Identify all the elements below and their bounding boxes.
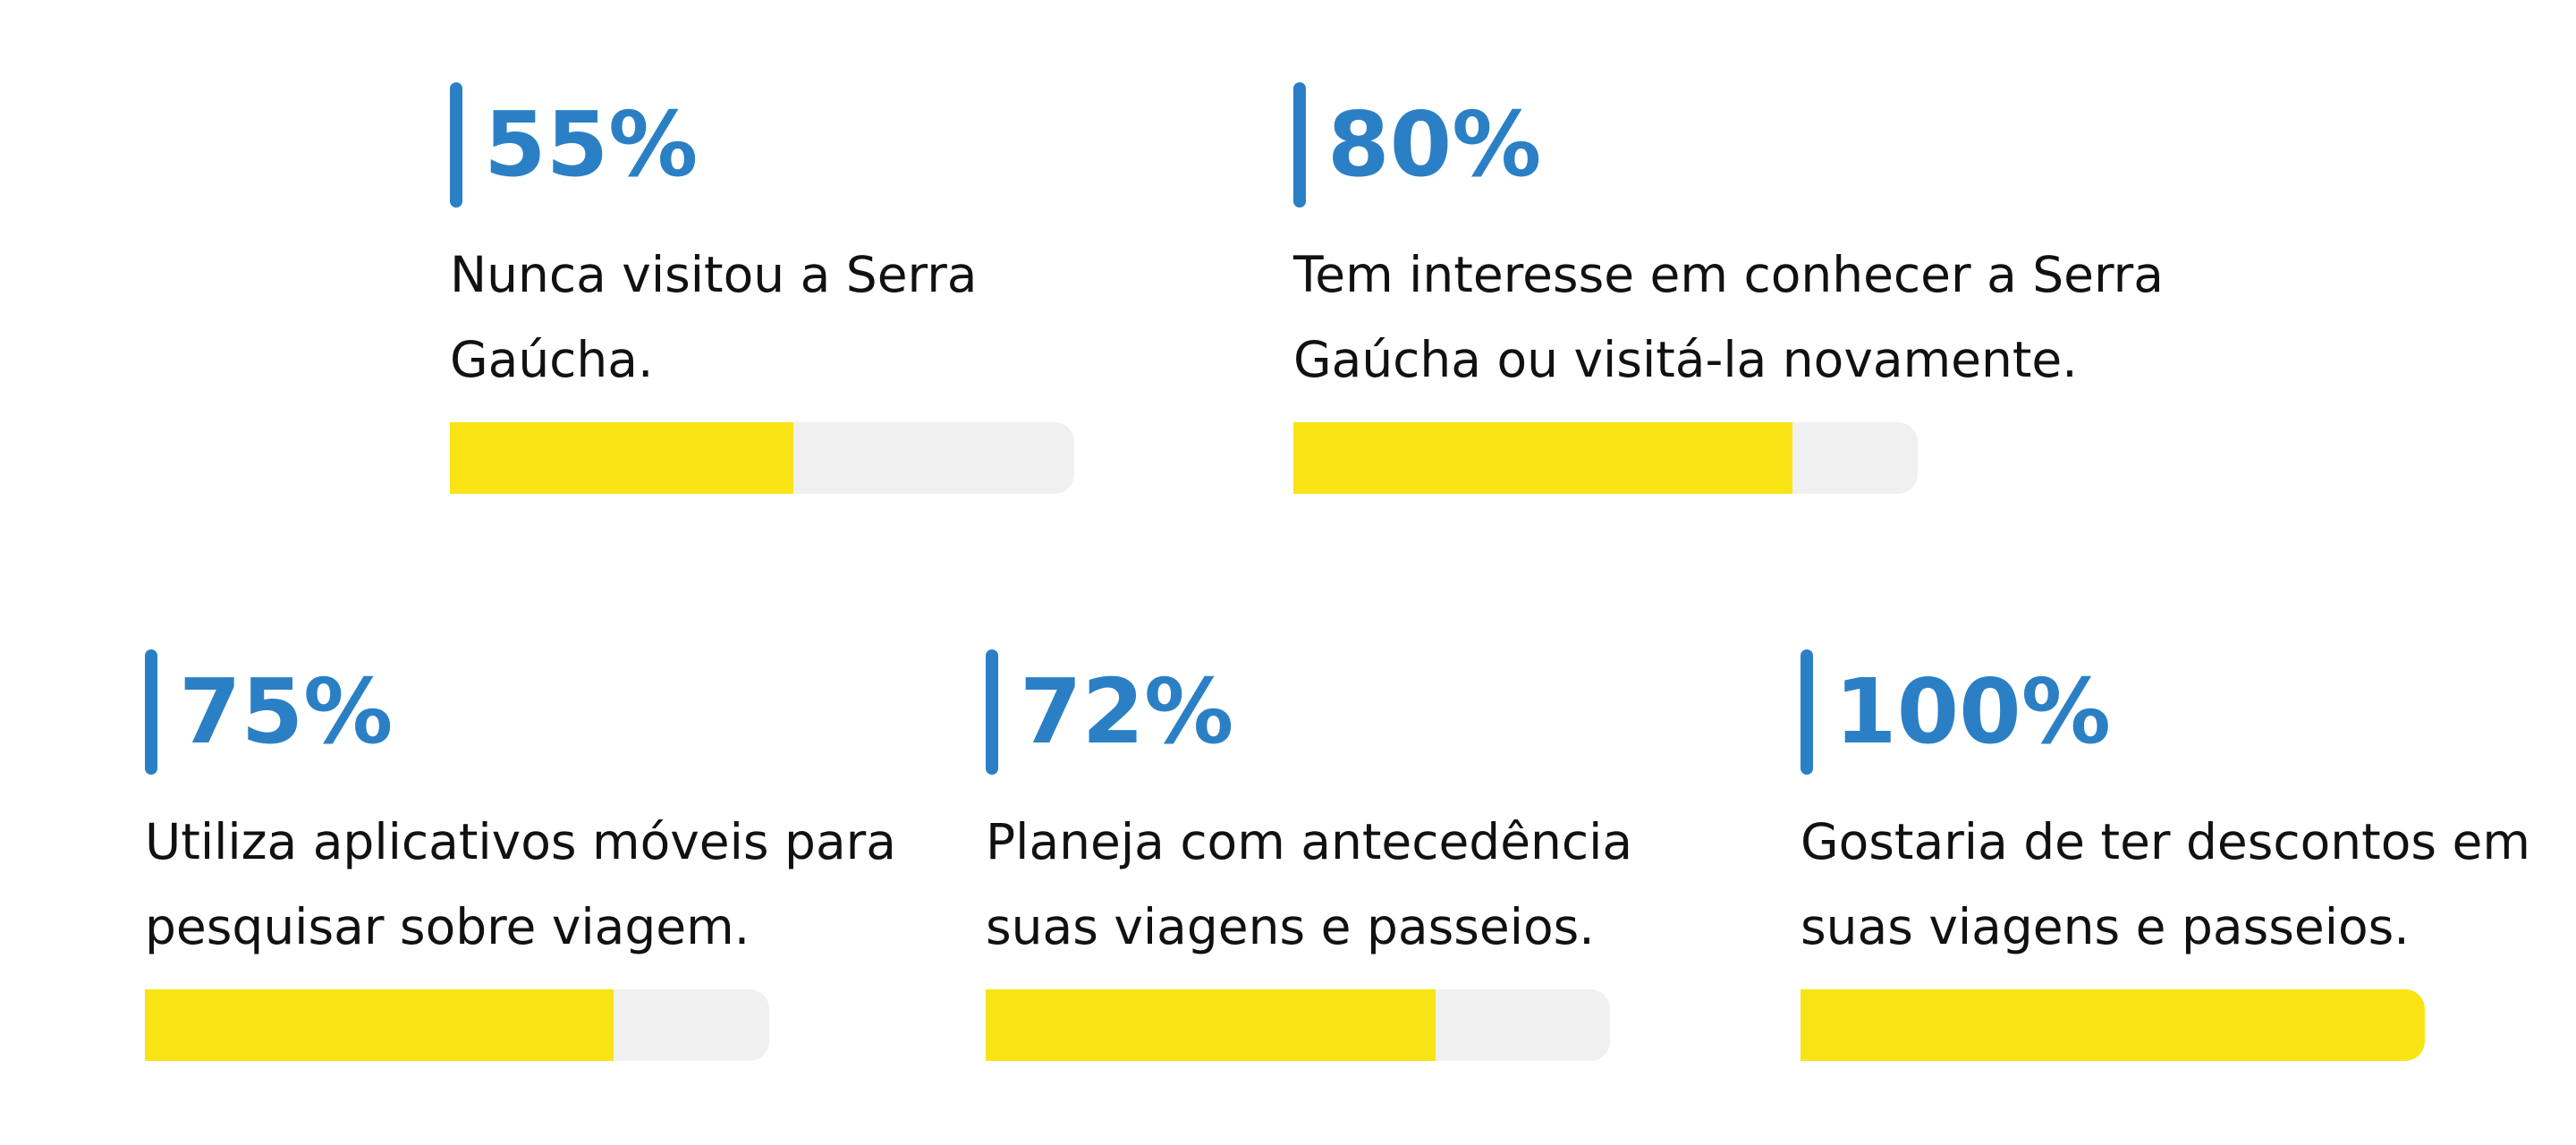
stat-header: 100% <box>1801 649 2576 775</box>
stat-description-line: Gaúcha ou visitá-la novamente. <box>1293 331 2078 388</box>
stat-description-line: Utiliza aplicativos móveis para <box>145 813 896 870</box>
stat-card-wants-discounts: 100% Gostaria de ter descontos em suas v… <box>1801 649 2576 1061</box>
stat-description-line: suas viagens e passeios. <box>986 898 1595 955</box>
accent-bar <box>145 649 157 775</box>
progress-fill <box>1801 989 2425 1061</box>
progress-fill <box>986 989 1436 1061</box>
accent-bar <box>1293 82 1306 208</box>
progress-fill <box>1293 422 1793 494</box>
stat-header: 80% <box>1293 82 2152 208</box>
progress-track <box>450 422 1074 494</box>
stat-description: Gostaria de ter descontos em suas viagen… <box>1801 800 2576 970</box>
stat-header: 75% <box>145 649 1004 775</box>
stat-description-line: Gostaria de ter descontos em <box>1801 813 2530 870</box>
stat-description-line: Tem interesse em conhecer a Serra <box>1293 246 2164 303</box>
percent-value: 100% <box>1835 659 2111 764</box>
stat-description: Planeja com antecedência suas viagens e … <box>986 800 1844 970</box>
percent-value: 80% <box>1327 92 1542 197</box>
stat-card-interest-in-visiting: 80% Tem interesse em conhecer a Serra Ga… <box>1293 82 2164 494</box>
stat-description: Nunca visitou a Serra Gaúcha. <box>450 233 1309 403</box>
percent-value: 72% <box>1020 659 1234 764</box>
progress-track <box>1293 422 1918 494</box>
stat-description-line: Planeja com antecedência <box>986 813 1633 870</box>
stat-description: Tem interesse em conhecer a Serra Gaúcha… <box>1293 233 2164 403</box>
progress-track <box>986 989 1610 1061</box>
stat-description-line: pesquisar sobre viagem. <box>145 898 750 955</box>
stat-header: 55% <box>450 82 1309 208</box>
progress-track <box>145 989 769 1061</box>
accent-bar <box>1801 649 1813 775</box>
stat-description-line: suas viagens e passeios. <box>1801 898 2410 955</box>
stat-description-line: Gaúcha. <box>450 331 654 388</box>
stat-description: Utiliza aplicativos móveis para pesquisa… <box>145 800 1004 970</box>
progress-fill <box>145 989 614 1061</box>
percent-value: 75% <box>179 659 394 764</box>
accent-bar <box>450 82 462 208</box>
stat-description-line: Nunca visitou a Serra <box>450 246 978 303</box>
stat-card-never-visited: 55% Nunca visitou a Serra Gaúcha. <box>450 82 1309 494</box>
stat-card-uses-mobile-apps: 75% Utiliza aplicativos móveis para pesq… <box>145 649 1004 1061</box>
stat-card-plans-ahead: 72% Planeja com antecedência suas viagen… <box>986 649 1844 1061</box>
progress-fill <box>450 422 793 494</box>
accent-bar <box>986 649 998 775</box>
percent-value: 55% <box>484 92 699 197</box>
progress-track <box>1801 989 2425 1061</box>
stat-header: 72% <box>986 649 1844 775</box>
